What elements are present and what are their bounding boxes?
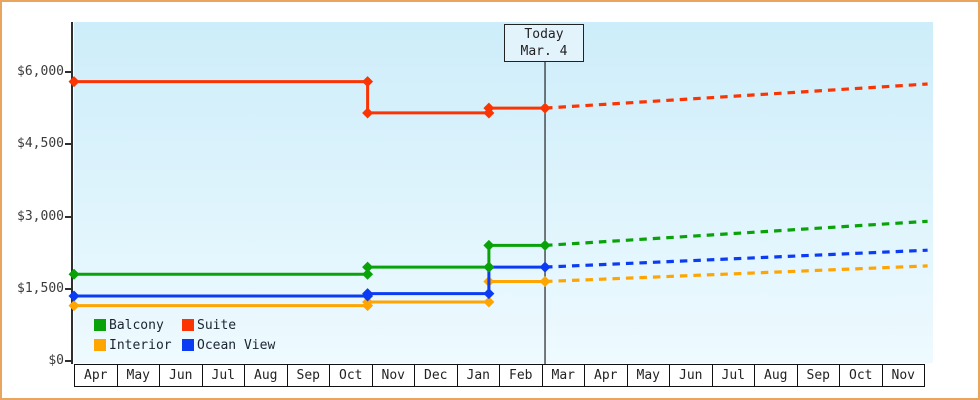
series-line-ocean-view (74, 265, 545, 298)
chart-canvas: $0 $1,500 $3,000 $4,500 $6,000 Today Mar. 4 … (4, 4, 976, 396)
today-box: Today Mar. 4 (504, 24, 584, 62)
x-axis-month-cell: Jun (669, 364, 713, 387)
x-axis-month-cell: Sep (286, 364, 330, 387)
data-point-marker (483, 261, 495, 273)
today-box-date: Mar. 4 (520, 44, 568, 59)
data-point-marker (539, 239, 551, 251)
y-axis-tick-label: $6,000 (17, 64, 64, 79)
data-point-marker (362, 296, 374, 308)
legend-swatch-icon (94, 339, 106, 351)
legend-swatch-icon (94, 319, 106, 331)
legend-row: Balcony Suite (94, 315, 275, 335)
data-point-marker (68, 268, 80, 280)
series-projection-interior (544, 264, 928, 284)
legend-item-balcony: Balcony (94, 318, 182, 333)
plot-area (74, 22, 933, 363)
price-history-chart (65, 22, 933, 364)
data-point-marker (68, 300, 80, 312)
y-axis-tick (65, 288, 72, 290)
y-axis-tick-label: $0 (48, 353, 64, 368)
legend-row: Interior Ocean View (94, 335, 275, 355)
x-axis-month-cell: Nov (881, 364, 925, 387)
y-axis-tick-label: $3,000 (17, 209, 64, 224)
x-axis-month-cell: Nov (371, 364, 415, 387)
legend-label: Ocean View (197, 337, 276, 353)
x-axis-month-cell: Dec (414, 364, 458, 387)
legend-swatch-icon (182, 339, 194, 351)
legend-label: Interior (109, 337, 172, 353)
series-line-suite (74, 80, 545, 115)
x-axis-month-cell: May (626, 364, 670, 387)
series-line-interior (74, 280, 545, 308)
x-axis-month-cell: Mar (541, 364, 585, 387)
series-line-balcony (74, 243, 545, 276)
data-point-marker (362, 261, 374, 273)
x-axis-month-cell: Apr (74, 364, 118, 387)
series-projection-suite (544, 82, 928, 110)
x-axis-month-cell: Jul (201, 364, 245, 387)
chart-legend: Balcony Suite Interior Ocean View (94, 315, 275, 355)
y-axis-tick-label: $4,500 (17, 136, 64, 151)
data-point-marker (539, 261, 551, 273)
legend-swatch-icon (182, 319, 194, 331)
legend-item-ocean-view: Ocean View (182, 338, 275, 353)
x-axis-month-cell: Feb (499, 364, 543, 387)
y-axis-tick-label: $1,500 (17, 281, 64, 296)
series-projection-balcony (544, 219, 928, 247)
y-axis-line (71, 22, 73, 364)
x-axis-month-cell: May (116, 364, 160, 387)
x-axis-month-cell: Jul (711, 364, 755, 387)
data-point-marker (68, 290, 80, 302)
data-point-marker (483, 102, 495, 114)
data-point-marker (539, 102, 551, 114)
x-axis-month-cell: Oct (329, 364, 373, 387)
x-axis-month-cell: Aug (244, 364, 288, 387)
y-axis-tick (65, 216, 72, 218)
y-axis-tick (65, 71, 72, 73)
x-axis-month-cell: Apr (584, 364, 628, 387)
data-point-marker (362, 268, 374, 280)
legend-label: Suite (197, 317, 237, 333)
x-axis-month-cell: Oct (839, 364, 883, 387)
x-axis-month-cell: Jan (456, 364, 500, 387)
data-point-marker (362, 76, 374, 88)
legend-label: Balcony (109, 317, 164, 333)
series-projection-ocean-view (544, 248, 928, 269)
y-axis-tick (65, 360, 72, 362)
x-axis-month-cell: Aug (754, 364, 798, 387)
x-axis-month-cell: Jun (159, 364, 203, 387)
data-point-marker (483, 288, 495, 300)
data-point-marker (68, 76, 80, 88)
data-point-marker (362, 288, 374, 300)
data-point-marker (483, 296, 495, 308)
y-axis-tick (65, 143, 72, 145)
data-point-marker (539, 276, 551, 288)
legend-item-suite: Suite (182, 318, 270, 333)
x-axis-month-strip: Apr May Jun Jul Aug Sep Oct Nov Dec Jan Feb Mar Apr M… (74, 364, 925, 387)
data-point-marker (483, 239, 495, 251)
x-axis-month-cell: Sep (796, 364, 840, 387)
today-box-title: Today (524, 27, 564, 42)
data-point-marker (362, 107, 374, 119)
legend-item-interior: Interior (94, 338, 182, 353)
